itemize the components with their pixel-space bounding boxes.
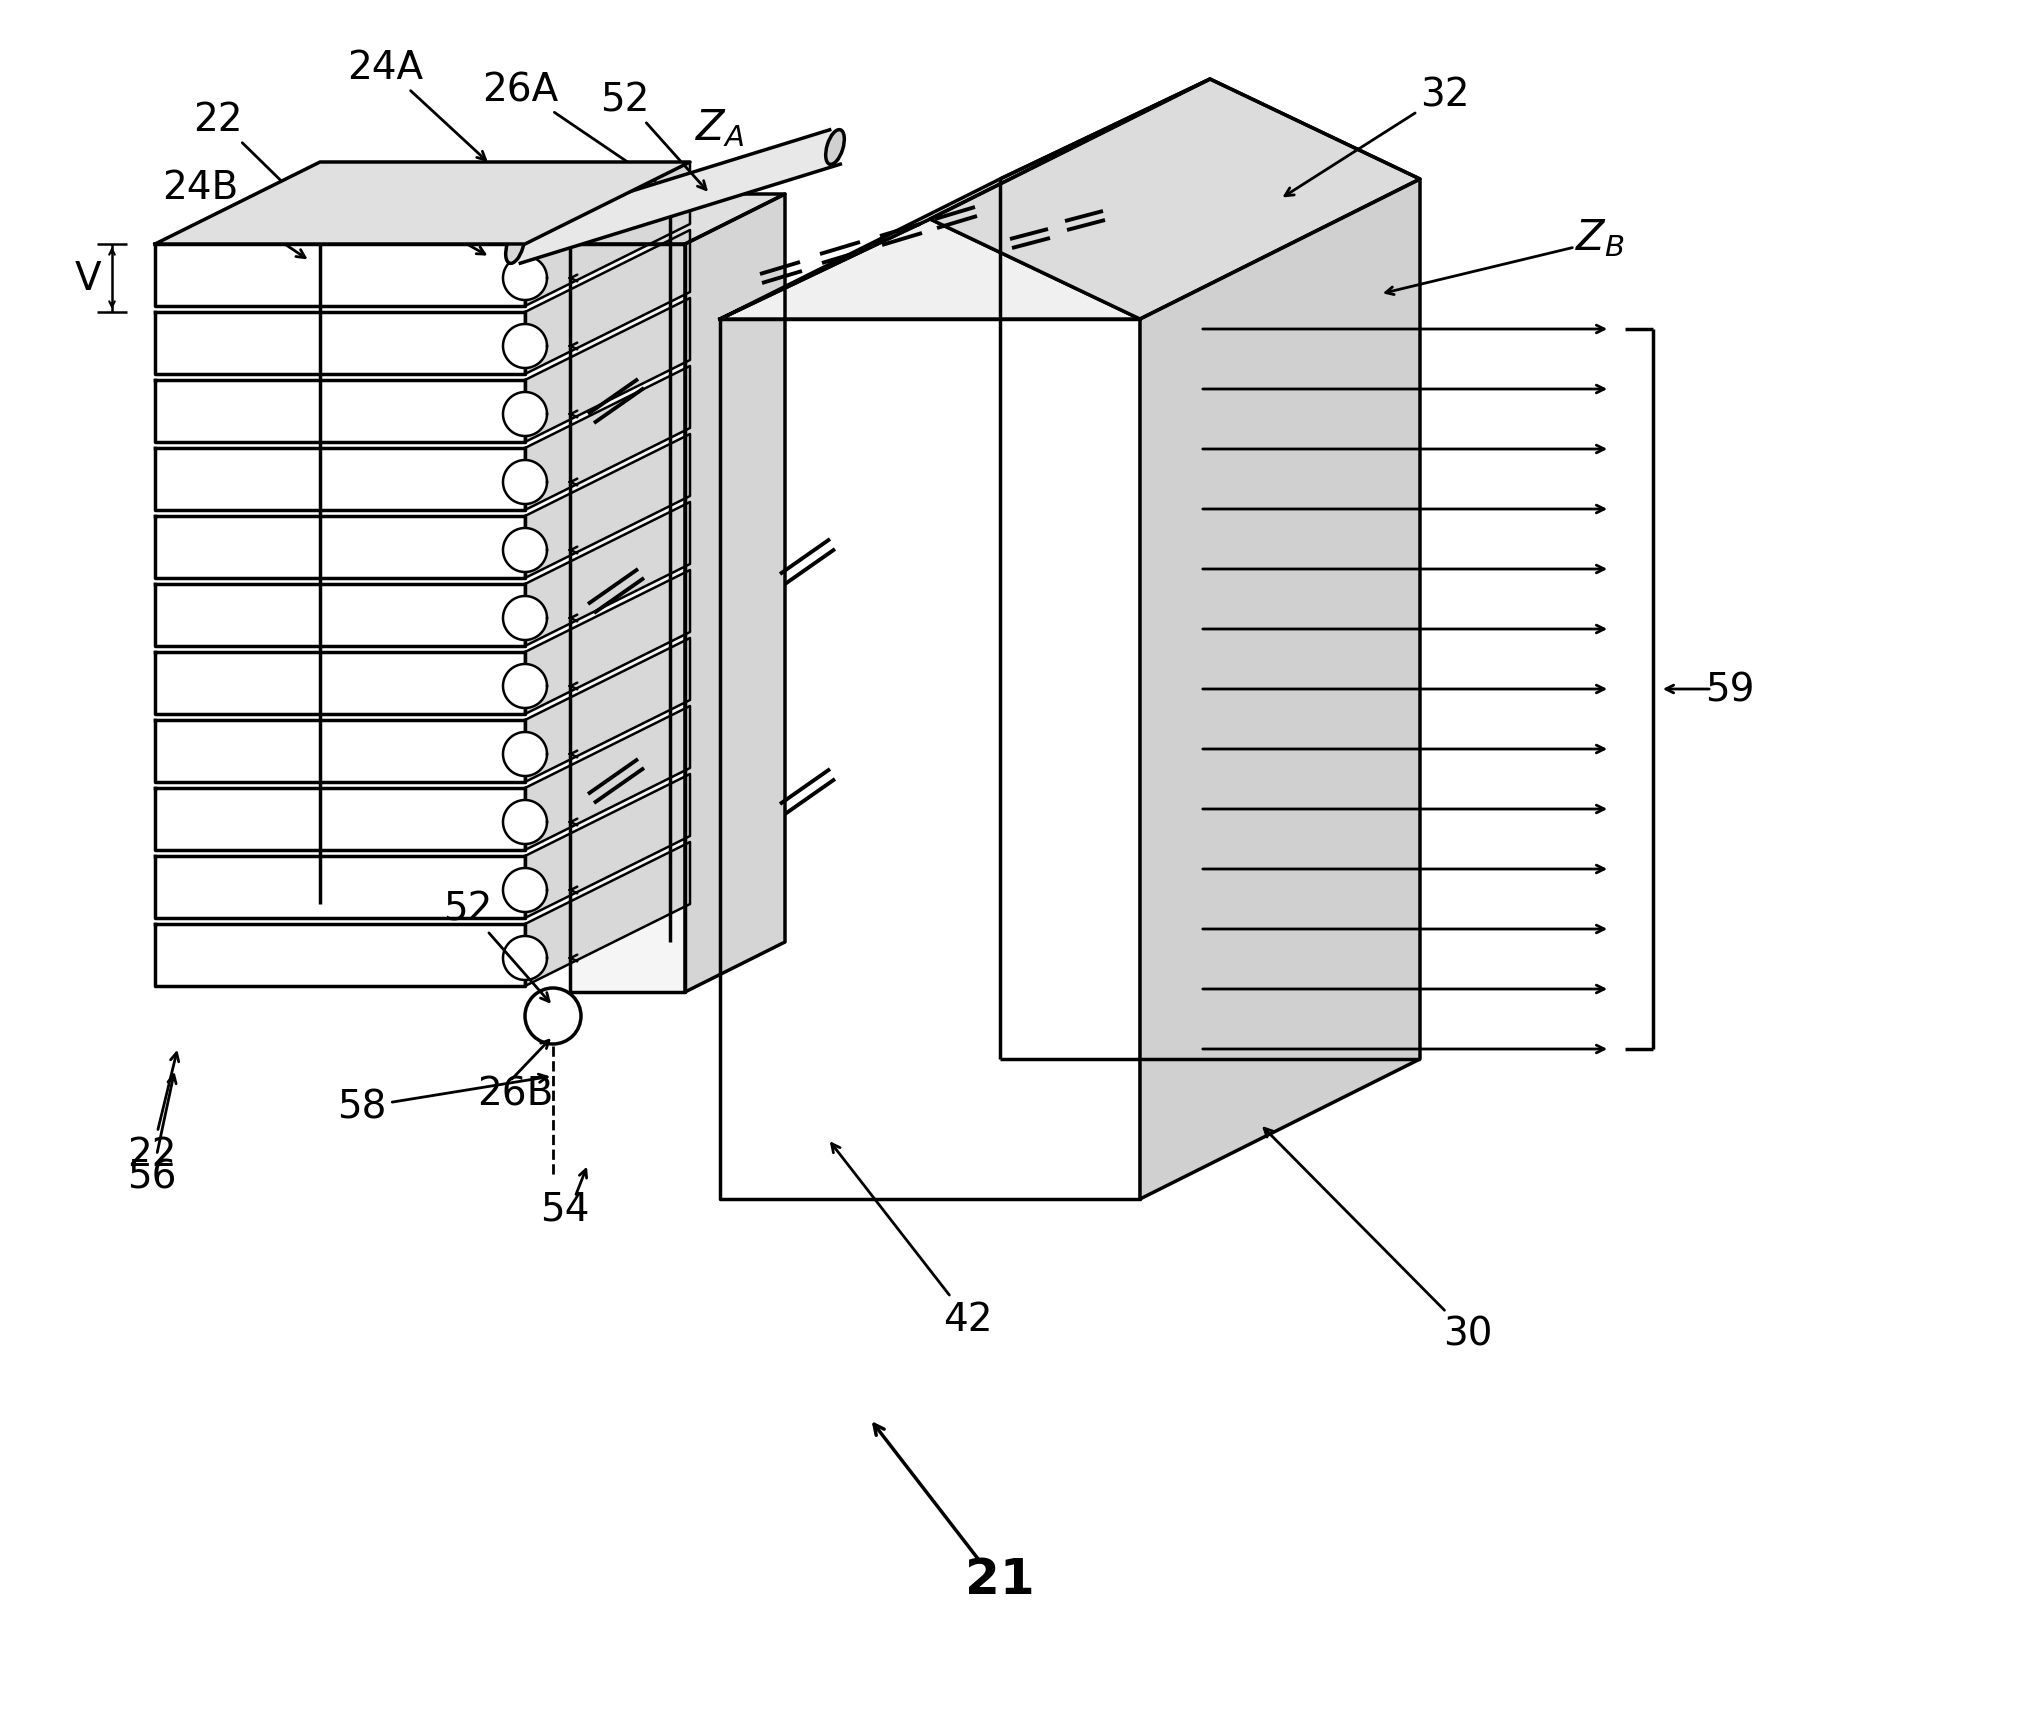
Text: 59: 59: [1704, 670, 1755, 708]
Polygon shape: [526, 298, 690, 443]
Text: 24A: 24A: [347, 48, 485, 160]
Polygon shape: [720, 79, 1209, 320]
Polygon shape: [154, 584, 526, 646]
Polygon shape: [509, 131, 840, 264]
Text: 42: 42: [832, 1144, 992, 1339]
Polygon shape: [503, 801, 548, 844]
Text: 26B: 26B: [477, 1075, 554, 1113]
Polygon shape: [526, 570, 690, 715]
Polygon shape: [154, 653, 526, 715]
Polygon shape: [1140, 179, 1420, 1199]
Polygon shape: [503, 732, 548, 777]
Ellipse shape: [526, 989, 580, 1044]
Polygon shape: [720, 221, 1140, 320]
Text: 54: 54: [540, 1191, 590, 1228]
Polygon shape: [526, 843, 690, 987]
Text: 56: 56: [128, 1075, 177, 1196]
Polygon shape: [503, 326, 548, 369]
Polygon shape: [503, 393, 548, 436]
Polygon shape: [503, 529, 548, 572]
Text: 52: 52: [442, 891, 550, 1003]
Polygon shape: [154, 164, 690, 245]
Text: V: V: [75, 260, 101, 298]
Polygon shape: [526, 639, 690, 782]
Polygon shape: [154, 517, 526, 579]
Polygon shape: [154, 245, 526, 307]
Text: 21: 21: [966, 1556, 1035, 1602]
Text: 22: 22: [193, 102, 306, 205]
Text: 30: 30: [1264, 1129, 1493, 1353]
Polygon shape: [503, 937, 548, 980]
Polygon shape: [526, 231, 690, 376]
Polygon shape: [526, 706, 690, 851]
Text: 26A: 26A: [481, 71, 655, 181]
Polygon shape: [720, 320, 1140, 1199]
Text: 22: 22: [128, 1053, 179, 1173]
Polygon shape: [503, 665, 548, 708]
Polygon shape: [570, 245, 686, 992]
Polygon shape: [154, 789, 526, 851]
Text: $Z_A$: $Z_A$: [696, 107, 745, 148]
Polygon shape: [570, 195, 785, 245]
Text: 32: 32: [1284, 76, 1469, 196]
Text: 58: 58: [337, 1075, 548, 1127]
Polygon shape: [154, 925, 526, 987]
Polygon shape: [526, 503, 690, 646]
Ellipse shape: [826, 131, 844, 165]
Polygon shape: [503, 257, 548, 302]
Polygon shape: [526, 434, 690, 579]
Polygon shape: [503, 460, 548, 505]
Polygon shape: [929, 79, 1420, 320]
Polygon shape: [154, 381, 526, 443]
Text: 26B: 26B: [367, 208, 442, 246]
Polygon shape: [503, 596, 548, 641]
Polygon shape: [154, 448, 526, 510]
Polygon shape: [503, 868, 548, 913]
Text: 52: 52: [601, 81, 706, 191]
Polygon shape: [154, 720, 526, 782]
Ellipse shape: [505, 229, 523, 264]
Polygon shape: [526, 775, 690, 918]
Polygon shape: [526, 164, 690, 307]
Text: 24B: 24B: [162, 169, 304, 258]
Polygon shape: [154, 314, 526, 376]
Polygon shape: [526, 367, 690, 510]
Text: $Z_B$: $Z_B$: [1575, 217, 1625, 258]
Polygon shape: [154, 856, 526, 918]
Polygon shape: [686, 195, 785, 992]
